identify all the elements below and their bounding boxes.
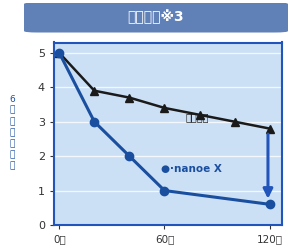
Text: 自然減衰: 自然減衰: [185, 112, 209, 122]
Text: 生乾き臭※3: 生乾き臭※3: [128, 10, 184, 24]
Text: ●·nanoe X: ●·nanoe X: [161, 164, 222, 174]
FancyBboxPatch shape: [24, 2, 288, 32]
Text: 6
段
階
臭
気
強
度: 6 段 階 臭 気 強 度: [9, 95, 15, 170]
